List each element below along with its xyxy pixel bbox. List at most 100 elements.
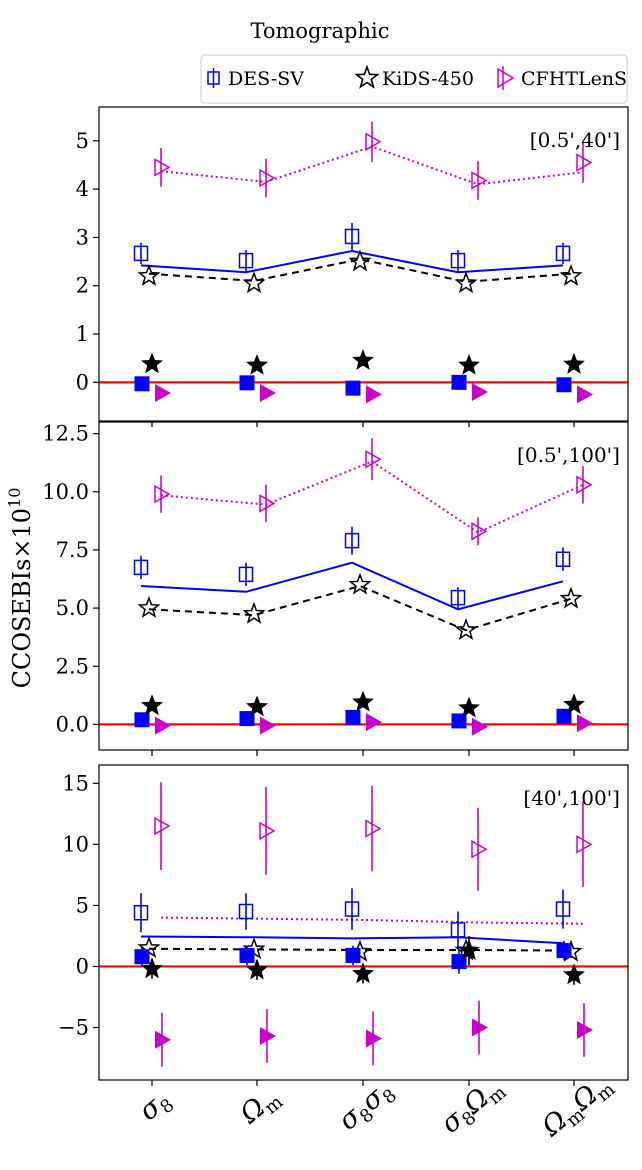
- data-point: [344, 901, 360, 917]
- data-point: [352, 690, 374, 712]
- data-point: [458, 939, 480, 960]
- y-tick-label: 0: [76, 370, 89, 394]
- data-point: [133, 245, 149, 262]
- panels: 0 1 2 3 4 5 [0.5',40'] 0.0 2.5 5.0 7.5 10.0 12.5 [0.5…: [42, 106, 629, 1086]
- data-point: [458, 696, 480, 718]
- data-point: [260, 1027, 276, 1046]
- cfht-open-series: [154, 782, 593, 891]
- category-label-1: σ8: [133, 1084, 178, 1130]
- y-ticks: −5 0 5 10 15: [58, 771, 99, 1040]
- panel-label: [40',100']: [523, 786, 620, 810]
- y-tick-label: 2.5: [56, 654, 89, 678]
- data-point: [472, 383, 488, 402]
- data-point: [352, 349, 374, 370]
- data-point: [576, 153, 593, 172]
- y-axis-label: CCOSEBIs×1010: [5, 488, 36, 689]
- data-point: [471, 171, 488, 190]
- y-ticks: 0 1 2 3 4 5: [76, 129, 99, 394]
- data-point: [242, 601, 266, 624]
- legend-star-icon: [354, 64, 380, 89]
- data-point: [365, 449, 382, 469]
- data-point: [133, 559, 149, 576]
- cfht-line-series: [160, 145, 584, 186]
- panel-1: 0 1 2 3 4 5 [0.5',40']: [76, 106, 629, 427]
- data-point: [134, 376, 150, 392]
- data-point: [259, 821, 276, 841]
- data-point: [141, 352, 163, 374]
- data-point: [344, 532, 360, 549]
- cfht-line-series: [160, 460, 584, 534]
- data-point: [242, 271, 266, 294]
- y-tick-label: 5: [76, 893, 89, 917]
- panel-label: [0.5',40']: [530, 128, 620, 152]
- axes-frame: [98, 764, 629, 1081]
- data-point: [246, 958, 268, 980]
- data-point: [471, 839, 488, 859]
- data-point: [451, 713, 467, 729]
- legend-item-cfht: CFHTLenS: [497, 66, 627, 90]
- data-point: [154, 816, 171, 836]
- des-line-series: [140, 935, 564, 945]
- data-point: [133, 904, 149, 921]
- data-point: [454, 618, 478, 641]
- data-point: [344, 228, 360, 245]
- data-point: [239, 375, 255, 391]
- data-point: [154, 158, 171, 177]
- kids-open-series: [137, 572, 583, 641]
- data-point: [259, 168, 276, 188]
- y-tick-label: −5: [58, 1016, 89, 1040]
- des-open-series: [133, 526, 571, 609]
- y-axis-label-exponent: 10: [5, 488, 24, 508]
- y-tick-label: 2: [76, 274, 89, 298]
- data-point: [348, 249, 372, 272]
- des-fill-series: [134, 708, 572, 729]
- y-tick-label: 10: [62, 832, 89, 856]
- y-tick-label: 15: [62, 771, 89, 795]
- data-point: [450, 252, 466, 269]
- data-point: [365, 132, 382, 152]
- legend: DES-SV KiDS-450 CFHTLenS: [200, 54, 628, 104]
- y-tick-label: 10.0: [42, 480, 89, 504]
- data-point: [576, 835, 593, 854]
- legend-label-kids: KiDS-450: [382, 68, 474, 90]
- data-point: [451, 374, 467, 390]
- data-point: [556, 943, 572, 959]
- data-point: [155, 1030, 171, 1049]
- data-point: [555, 551, 571, 567]
- data-point: [238, 252, 254, 269]
- y-tick-label: 4: [76, 177, 89, 201]
- y-tick-label: 5: [76, 129, 89, 153]
- data-point: [458, 353, 480, 375]
- data-point: [238, 903, 254, 920]
- cfht-fill-series: [155, 1000, 593, 1067]
- des-fill-series: [134, 374, 572, 396]
- data-point: [365, 819, 382, 838]
- data-point: [555, 245, 571, 262]
- panel-3: −5 0 5 10 15 [40',100']: [58, 764, 629, 1086]
- kids-line-series: [148, 584, 572, 632]
- y-tick-label: 0: [76, 954, 89, 978]
- des-fill-series: [134, 940, 572, 974]
- legend-label-des: DES-SV: [228, 68, 304, 90]
- data-point: [155, 383, 171, 402]
- cfht-line-series: [160, 916, 584, 925]
- legend-triangle-icon: [497, 67, 515, 89]
- data-point: [559, 586, 583, 609]
- y-tick-label: 5.0: [56, 596, 89, 620]
- category-label-4: σ8Ωm: [435, 1071, 511, 1142]
- data-point: [155, 716, 171, 735]
- data-point: [260, 383, 276, 402]
- data-point: [556, 377, 572, 393]
- legend-item-kids: KiDS-450: [354, 64, 474, 90]
- y-tick-label: 3: [76, 225, 89, 249]
- data-point: [154, 484, 171, 504]
- cfht-fill-series: [155, 383, 593, 404]
- cfht-open-series: [154, 438, 593, 546]
- data-point: [576, 475, 593, 495]
- panel-2: 0.0 2.5 5.0 7.5 10.0 12.5 [0.5',100']: [42, 421, 629, 756]
- data-point: [450, 922, 466, 938]
- data-point: [259, 494, 276, 513]
- data-point: [134, 712, 150, 728]
